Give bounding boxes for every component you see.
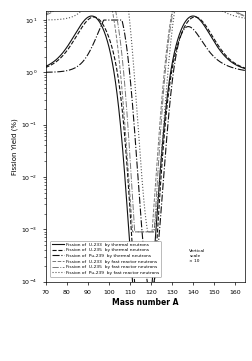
Legend: Fission of  U-233  by thermal neutrons, Fission of  U-235  by thermal neutrons, : Fission of U-233 by thermal neutrons, Fi… xyxy=(50,241,160,277)
X-axis label: Mass number A: Mass number A xyxy=(112,298,178,307)
Text: Vertical
scale
× 10: Vertical scale × 10 xyxy=(189,249,205,263)
Y-axis label: Fission Yield (%): Fission Yield (%) xyxy=(12,118,18,175)
